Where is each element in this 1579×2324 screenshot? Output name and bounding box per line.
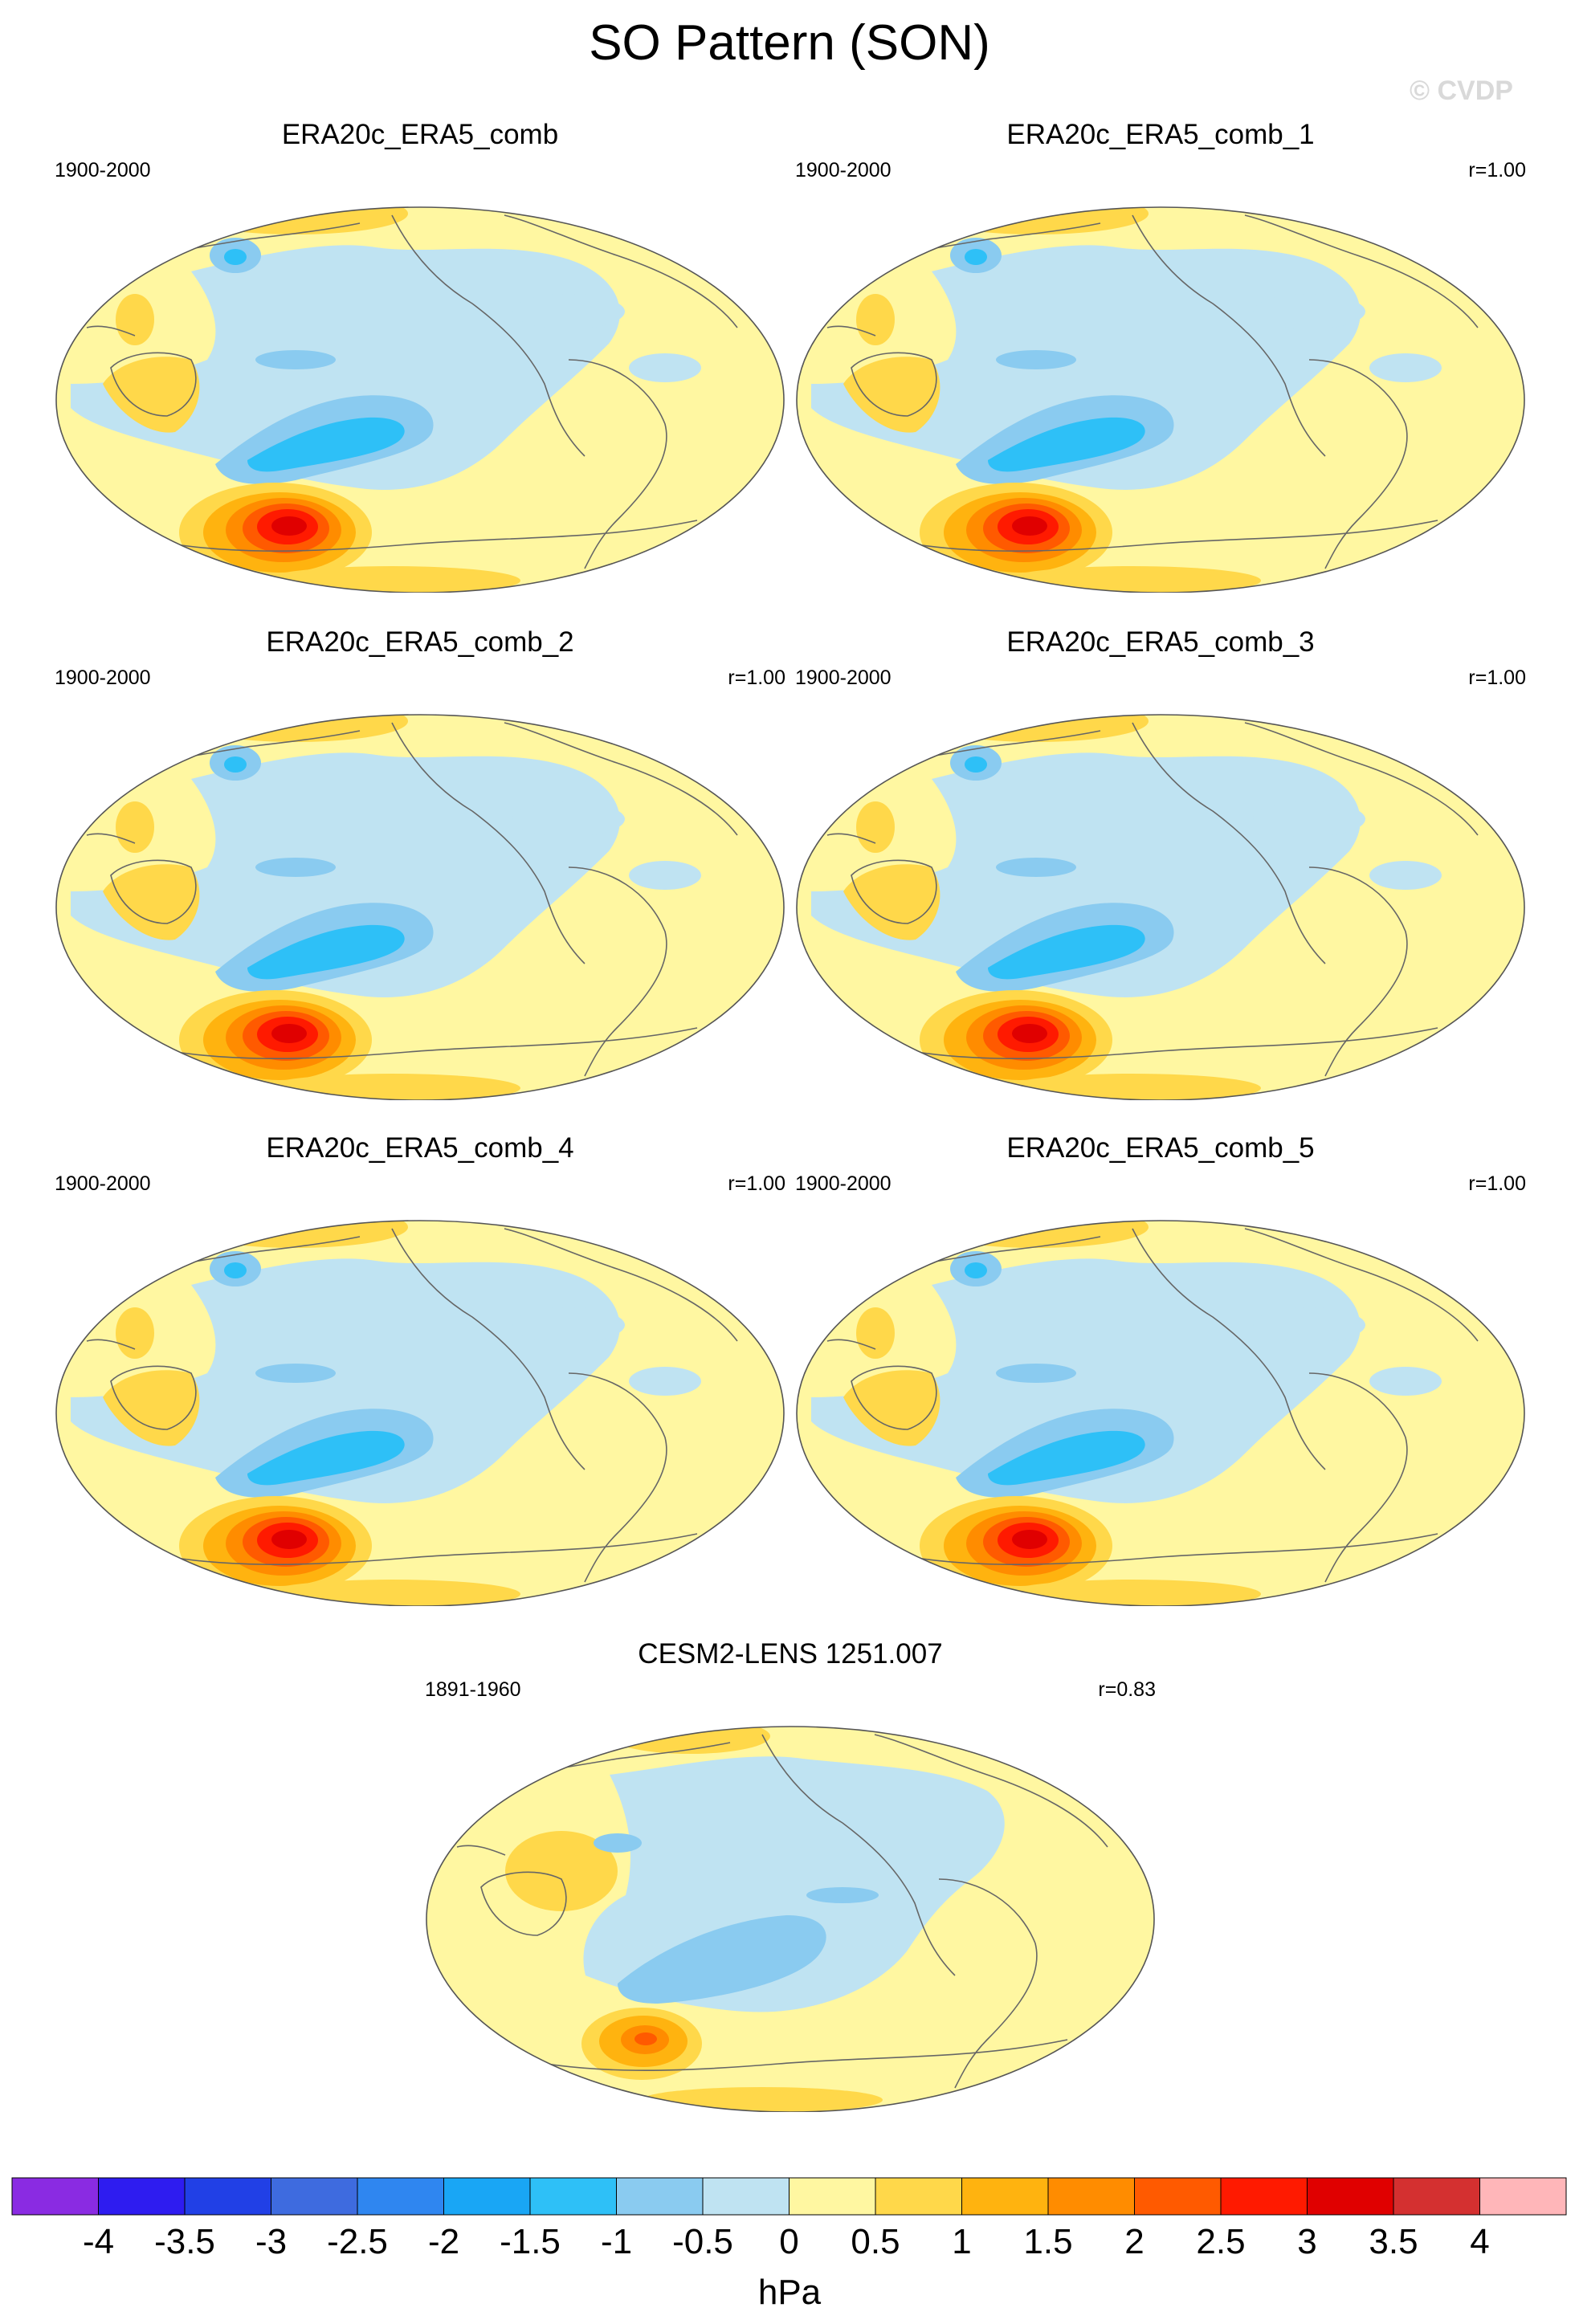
colorbar-tick-label: 2: [1124, 2222, 1144, 2261]
anomaly-field: [797, 1221, 1524, 1606]
panel-period: 1900-2000: [55, 667, 151, 689]
colorbar-tick-label: -3: [255, 2222, 287, 2261]
map-panel: ERA20c_ERA5_comb_4 1900-2000 r=1.00: [55, 1132, 785, 1606]
panel-correlation: r=1.00: [728, 667, 785, 689]
colorbar-swatch: [184, 2177, 271, 2216]
colorbar-swatch: [702, 2177, 790, 2216]
colorbar-swatch: [1220, 2177, 1308, 2216]
colorbar-tick-label: -1: [601, 2222, 632, 2261]
panel-title: ERA20c_ERA5_comb: [281, 119, 559, 150]
panel-period: 1891-1960: [425, 1678, 521, 1701]
colorbar-swatch: [616, 2177, 704, 2216]
map-outline: [796, 1220, 1525, 1606]
map-outline: [426, 1726, 1155, 2112]
map-outline: [55, 206, 785, 593]
panel-title: ERA20c_ERA5_comb_3: [1006, 626, 1315, 658]
colorbar-tick-label: -4: [83, 2222, 114, 2261]
map-outline: [55, 714, 785, 1100]
colorbar-swatch: [98, 2177, 186, 2216]
coastlines: [86, 722, 738, 1077]
panel-title: ERA20c_ERA5_comb_2: [266, 626, 574, 658]
anomaly-field: [797, 715, 1524, 1100]
colorbar-swatch: [11, 2177, 99, 2216]
colorbar-units: hPa: [757, 2273, 822, 2312]
anomaly-field: [426, 1727, 1154, 2112]
map-outline: [55, 1220, 785, 1606]
anomaly-field: [56, 715, 784, 1100]
colorbar-swatch: [875, 2177, 962, 2216]
panel-title: ERA20c_ERA5_comb_4: [266, 1132, 574, 1164]
colorbar-swatch: [443, 2177, 531, 2216]
colorbar-tick-label: 1.5: [1023, 2222, 1072, 2261]
cvdp-watermark: © CVDP: [1410, 75, 1513, 106]
panel-correlation: r=1.00: [728, 1172, 785, 1195]
colorbar-swatch: [1307, 2177, 1394, 2216]
colorbar-swatch: [271, 2177, 358, 2216]
world-map: [426, 1726, 1155, 2112]
world-map: [796, 206, 1525, 593]
map-panel: ERA20c_ERA5_comb_3 1900-2000 r=1.00: [795, 626, 1526, 1100]
colorbar-tick-label: -3.5: [154, 2222, 215, 2261]
world-map: [55, 206, 785, 593]
colorbar-swatch: [961, 2177, 1049, 2216]
world-map: [55, 1220, 785, 1606]
colorbar-swatch: [529, 2177, 617, 2216]
panel-period: 1900-2000: [55, 1172, 151, 1195]
world-map: [796, 714, 1525, 1100]
panel-period: 1900-2000: [55, 159, 151, 181]
colorbar-swatch: [357, 2177, 444, 2216]
anomaly-field: [56, 1221, 784, 1606]
panel-correlation: r=1.00: [1468, 1172, 1526, 1195]
map-outline: [796, 714, 1525, 1100]
colorbar-tick-label: 1: [952, 2222, 971, 2261]
colorbar-tick-label: 0.5: [851, 2222, 900, 2261]
map-panel: ERA20c_ERA5_comb 1900-2000: [55, 119, 785, 593]
colorbar-tick-label: -0.5: [672, 2222, 733, 2261]
colorbar-swatch: [1393, 2177, 1480, 2216]
colorbar-swatch: [1047, 2177, 1135, 2216]
panel-title: ERA20c_ERA5_comb_5: [1006, 1132, 1315, 1164]
colorbar-tick-label: 3: [1297, 2222, 1316, 2261]
panel-period: 1900-2000: [795, 1172, 892, 1195]
colorbar-tick-label: 2.5: [1196, 2222, 1245, 2261]
colorbar-tick-label: -1.5: [500, 2222, 561, 2261]
colorbar-tick-label: 3.5: [1369, 2222, 1418, 2261]
coastlines: [86, 214, 738, 569]
anomaly-field: [56, 207, 784, 593]
colorbar-swatch: [1134, 2177, 1222, 2216]
colorbar-swatch: [789, 2177, 876, 2216]
colorbar-tick-label: -2: [428, 2222, 459, 2261]
panel-correlation: r=0.83: [1098, 1678, 1156, 1701]
panel-title: CESM2-LENS 1251.007: [638, 1638, 943, 1670]
world-map: [796, 1220, 1525, 1606]
colorbar-swatch: [1479, 2177, 1567, 2216]
anomaly-field: [797, 207, 1524, 593]
figure-title: SO Pattern (SON): [589, 15, 990, 71]
panel-correlation: r=1.00: [1468, 667, 1526, 689]
map-panel: CESM2-LENS 1251.007 1891-1960 r=0.83: [425, 1638, 1156, 2112]
world-map: [55, 714, 785, 1100]
colorbar-tick-label: -2.5: [327, 2222, 388, 2261]
panel-period: 1900-2000: [795, 667, 892, 689]
colorbar-tick-label: 0: [779, 2222, 798, 2261]
panel-correlation: r=1.00: [1468, 159, 1526, 181]
map-panel: ERA20c_ERA5_comb_5 1900-2000 r=1.00: [795, 1132, 1526, 1606]
panel-title: ERA20c_ERA5_comb_1: [1006, 119, 1315, 150]
map-panel: ERA20c_ERA5_comb_1 1900-2000 r=1.00: [795, 119, 1526, 593]
colorbar-tick-label: 4: [1470, 2222, 1489, 2261]
map-outline: [796, 206, 1525, 593]
panel-period: 1900-2000: [795, 159, 892, 181]
map-panel: ERA20c_ERA5_comb_2 1900-2000 r=1.00: [55, 626, 785, 1100]
